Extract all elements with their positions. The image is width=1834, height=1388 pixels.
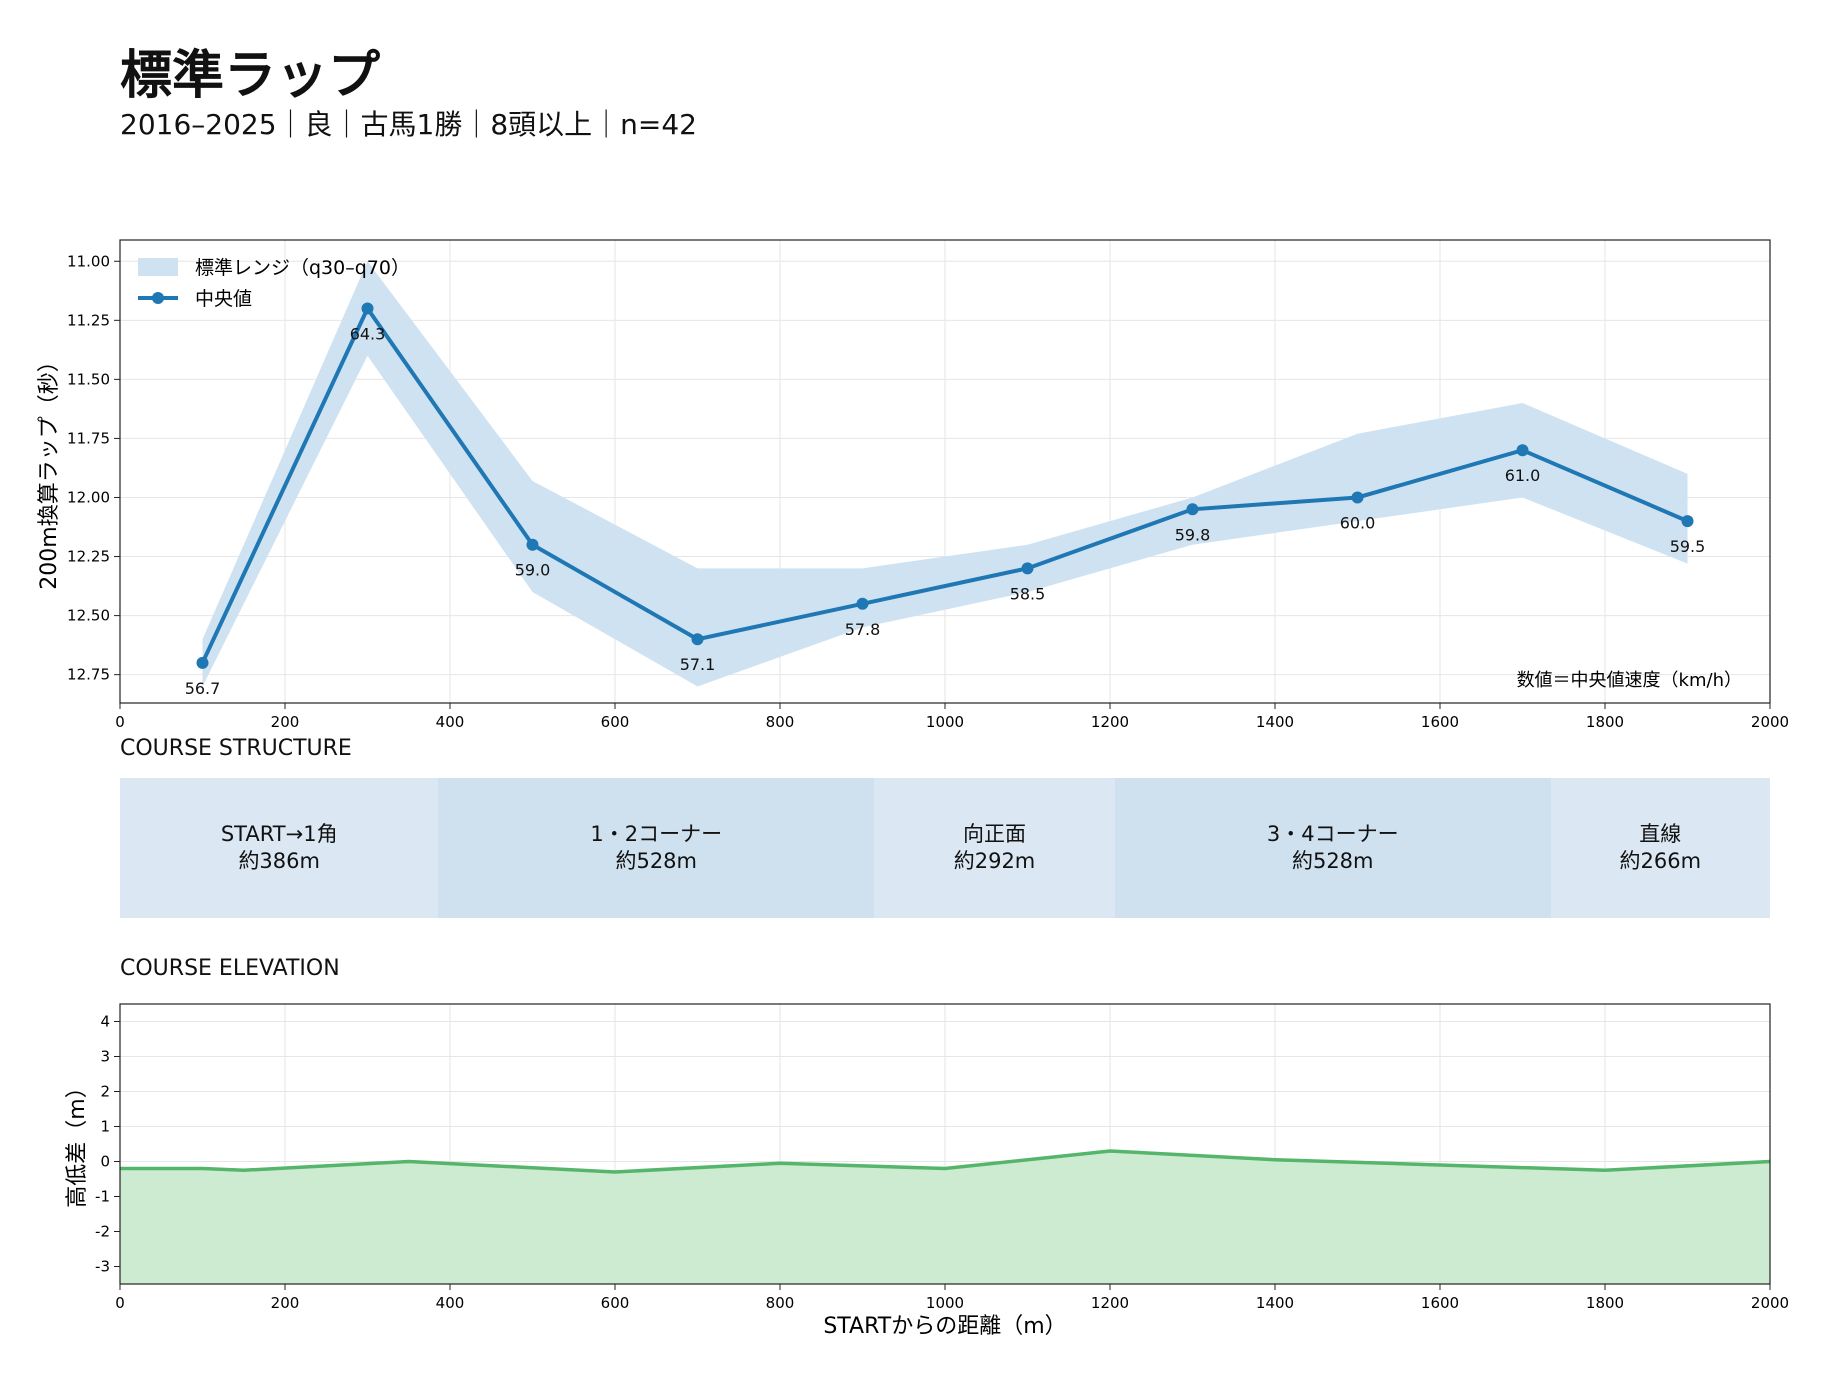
median-point — [1516, 444, 1529, 457]
elevation-x-tick-label: 1400 — [1256, 1294, 1294, 1312]
structure-segment: 3・4コーナー 約528m — [1114, 778, 1551, 918]
structure-segment: 直線約266m — [1550, 778, 1770, 918]
lap-y-tick-label: 12.25 — [67, 548, 110, 566]
elevation-x-tick-label: 600 — [601, 1294, 630, 1312]
lap-x-tick-label: 400 — [436, 713, 465, 731]
elevation-y-tick-label: 2 — [100, 1083, 110, 1101]
segment-length: 約528m — [1291, 849, 1374, 873]
lap-x-tick-label: 0 — [115, 713, 125, 731]
elevation-y-tick-label: -1 — [95, 1188, 110, 1206]
speed-data-label: 56.7 — [185, 679, 221, 698]
segment-length: 約292m — [953, 849, 1036, 873]
course-structure-heading: COURSE STRUCTURE — [120, 736, 352, 761]
lap-y-axis-label: 200m換算ラップ（秒） — [37, 350, 62, 589]
elevation-x-tick-label: 2000 — [1751, 1294, 1789, 1312]
elevation-y-tick-label: 0 — [100, 1153, 110, 1171]
segment-name: 1・2コーナー — [590, 821, 723, 846]
lap-time-chart: 56.7 64.3 59.0 57.1 57.8 58.5 59.8 60.0 61.0 59.5… — [37, 239, 1789, 731]
segment-length: 約528m — [615, 849, 697, 873]
legend-band-label: 標準レンジ（q30–q70） — [195, 257, 410, 279]
lap-y-tick-label: 12.50 — [67, 607, 110, 625]
median-point — [1351, 491, 1364, 504]
lap-legend: 標準レンジ（q30–q70） 中央値 — [138, 257, 410, 310]
median-points — [196, 302, 1694, 669]
speed-data-label: 61.0 — [1505, 466, 1541, 485]
elevation-x-axis-label: STARTからの距離（m） — [823, 1314, 1066, 1339]
lap-x-tick-label: 200 — [271, 713, 300, 731]
structure-segment: 1・2コーナー 約528m — [438, 778, 875, 918]
legend-line-label: 中央値 — [195, 288, 252, 310]
page-title: 標準ラップ — [120, 46, 381, 106]
elevation-x-tick-label: 0 — [115, 1294, 125, 1312]
elevation-x-tick-label: 800 — [766, 1294, 795, 1312]
lap-y-tick-label: 11.00 — [67, 252, 110, 270]
elevation-y-ticks: 4 3 2 1 0 -1 -2 -3 — [95, 1013, 120, 1276]
elevation-x-tick-label: 400 — [436, 1294, 465, 1312]
lap-y-tick-label: 12.75 — [67, 666, 110, 684]
elevation-line — [120, 1149, 1771, 1174]
median-point — [1681, 515, 1694, 528]
elevation-area — [120, 1151, 1770, 1284]
lap-x-tick-label: 1400 — [1256, 713, 1294, 731]
segment-name: 直線 — [1639, 821, 1682, 846]
lap-x-tick-label: 1000 — [926, 713, 964, 731]
speed-data-label: 57.8 — [845, 620, 881, 639]
lap-y-ticks: 11.00 11.25 11.50 11.75 12.00 12.25 12.50 12.75 — [67, 252, 120, 684]
elevation-y-tick-label: -2 — [95, 1223, 110, 1241]
course-elevation-heading: COURSE ELEVATION — [120, 956, 340, 981]
lap-x-tick-label: 1200 — [1091, 713, 1129, 731]
legend-band-swatch — [138, 258, 178, 276]
standard-range-band — [202, 261, 1688, 687]
speed-data-label: 59.5 — [1670, 537, 1706, 556]
speed-data-label: 59.0 — [515, 561, 551, 580]
elevation-y-tick-label: 4 — [100, 1013, 110, 1031]
elevation-x-tick-label: 1800 — [1586, 1294, 1624, 1312]
elevation-x-tick-label: 200 — [271, 1294, 300, 1312]
segment-length: 約386m — [238, 849, 320, 873]
lap-x-tick-label: 600 — [601, 713, 630, 731]
lap-x-tick-label: 2000 — [1751, 713, 1789, 731]
elevation-chart: 0 200 400 600 800 1000 1200 1400 1600 1800 2000 4 3… — [65, 1003, 1789, 1339]
segment-name: 向正面 — [962, 821, 1026, 846]
elevation-y-axis-label: 高低差（m） — [65, 1076, 90, 1207]
segment-name: 3・4コーナー — [1266, 821, 1399, 846]
speed-data-label: 57.1 — [680, 655, 716, 674]
lap-x-tick-label: 1600 — [1421, 713, 1459, 731]
elevation-x-tick-label: 1600 — [1421, 1294, 1459, 1312]
lap-y-tick-label: 11.50 — [67, 370, 110, 388]
lap-x-ticks: 0 200 400 600 800 1000 1200 1400 1600 1800 2000 — [115, 703, 1789, 731]
speed-data-label: 64.3 — [350, 325, 386, 344]
elevation-x-ticks: 0 200 400 600 800 1000 1200 1400 1600 1800 2000 — [115, 1284, 1789, 1312]
elevation-y-tick-label: 1 — [100, 1118, 110, 1136]
lap-y-tick-label: 11.75 — [67, 429, 110, 447]
lap-y-tick-label: 12.00 — [67, 488, 110, 506]
speed-data-label: 58.5 — [1010, 584, 1046, 603]
elevation-y-tick-label: 3 — [100, 1048, 110, 1066]
elevation-y-tick-label: -3 — [95, 1258, 110, 1276]
speed-data-label: 60.0 — [1340, 513, 1376, 532]
page-subtitle: 2016–2025｜良｜古馬1勝｜8頭以上｜n=42 — [120, 108, 697, 141]
lap-y-tick-label: 11.25 — [67, 311, 110, 329]
segment-name: START→1角 — [220, 821, 338, 846]
median-line — [200, 304, 1689, 664]
speed-annotation: 数値＝中央値速度（km/h） — [1517, 670, 1742, 691]
lap-x-tick-label: 800 — [766, 713, 795, 731]
elevation-x-tick-label: 1000 — [926, 1294, 964, 1312]
legend-line-marker — [152, 292, 164, 304]
median-point — [1021, 562, 1034, 575]
median-point — [691, 633, 704, 646]
speed-labels: 56.7 64.3 59.0 57.1 57.8 58.5 59.8 60.0 61.0 59.5 — [185, 325, 1706, 698]
segment-length: 約266m — [1619, 849, 1702, 873]
median-point — [361, 302, 374, 315]
median-point — [196, 656, 209, 669]
course-structure-bar: START→1角 約386m 1・2コーナー 約528m 向正面 約292m 3・4コーナー… — [120, 778, 1770, 918]
median-point — [1186, 503, 1199, 516]
elevation-x-tick-label: 1200 — [1091, 1294, 1129, 1312]
lap-x-tick-label: 1800 — [1586, 713, 1624, 731]
median-point — [526, 538, 539, 551]
structure-segment: START→1角 約386m — [120, 778, 439, 918]
speed-data-label: 59.8 — [1175, 525, 1211, 544]
structure-segment: 向正面約292m — [874, 778, 1115, 918]
median-point — [856, 597, 869, 610]
